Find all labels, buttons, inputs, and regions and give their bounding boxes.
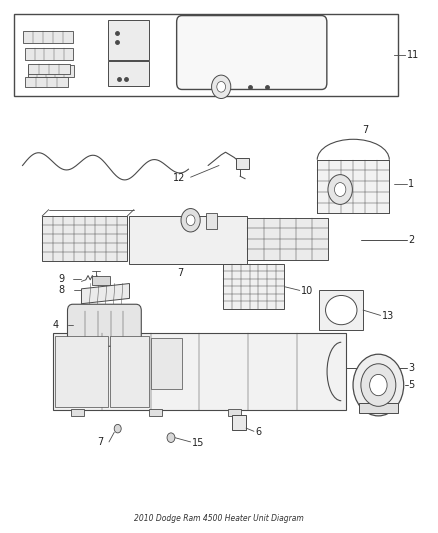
Text: 6: 6 — [255, 427, 261, 438]
Circle shape — [335, 183, 346, 197]
Bar — [25, 48, 73, 60]
Text: 4: 4 — [52, 320, 58, 330]
Bar — [317, 160, 389, 213]
Text: 7: 7 — [177, 268, 184, 278]
Text: 7: 7 — [98, 437, 104, 447]
Bar — [232, 415, 246, 430]
Circle shape — [328, 175, 353, 205]
Text: 7: 7 — [362, 125, 368, 134]
Circle shape — [181, 208, 200, 232]
Text: 11: 11 — [407, 50, 419, 60]
Bar — [108, 61, 149, 86]
Bar — [53, 333, 346, 410]
Text: 5: 5 — [408, 380, 414, 390]
Polygon shape — [81, 284, 130, 304]
Ellipse shape — [325, 295, 357, 325]
Bar — [149, 409, 162, 416]
Bar — [28, 64, 70, 74]
Bar — [237, 158, 249, 168]
Bar — [223, 264, 285, 309]
Bar — [42, 216, 127, 261]
Bar — [28, 65, 74, 77]
Bar — [22, 31, 73, 43]
Circle shape — [167, 433, 175, 442]
Bar — [84, 339, 103, 346]
Text: 1: 1 — [408, 179, 414, 189]
Text: 13: 13 — [382, 311, 394, 321]
Bar — [228, 409, 241, 416]
Text: 8: 8 — [59, 286, 65, 295]
Text: 9: 9 — [59, 274, 65, 284]
Circle shape — [186, 215, 195, 225]
Circle shape — [114, 424, 121, 433]
Bar — [25, 77, 68, 87]
Text: 3: 3 — [408, 362, 414, 373]
Text: 12: 12 — [173, 173, 186, 183]
Circle shape — [212, 75, 231, 99]
Bar — [92, 276, 110, 285]
Bar — [151, 338, 182, 389]
Circle shape — [370, 374, 387, 395]
Bar — [247, 218, 328, 260]
Bar — [110, 336, 149, 407]
Bar — [14, 14, 398, 96]
Bar — [206, 213, 217, 229]
Text: 2: 2 — [408, 235, 414, 245]
Circle shape — [353, 354, 404, 416]
FancyBboxPatch shape — [67, 304, 141, 346]
Text: 2010 Dodge Ram 4500 Heater Unit Diagram: 2010 Dodge Ram 4500 Heater Unit Diagram — [134, 514, 304, 523]
Bar — [55, 336, 108, 407]
Bar — [359, 403, 398, 413]
Bar — [71, 409, 84, 416]
Bar — [319, 290, 363, 330]
Text: 10: 10 — [301, 286, 313, 296]
Circle shape — [217, 82, 226, 92]
Circle shape — [361, 364, 396, 406]
Text: 15: 15 — [192, 438, 204, 448]
FancyBboxPatch shape — [177, 15, 327, 90]
Bar — [108, 20, 149, 60]
Bar — [130, 216, 247, 264]
